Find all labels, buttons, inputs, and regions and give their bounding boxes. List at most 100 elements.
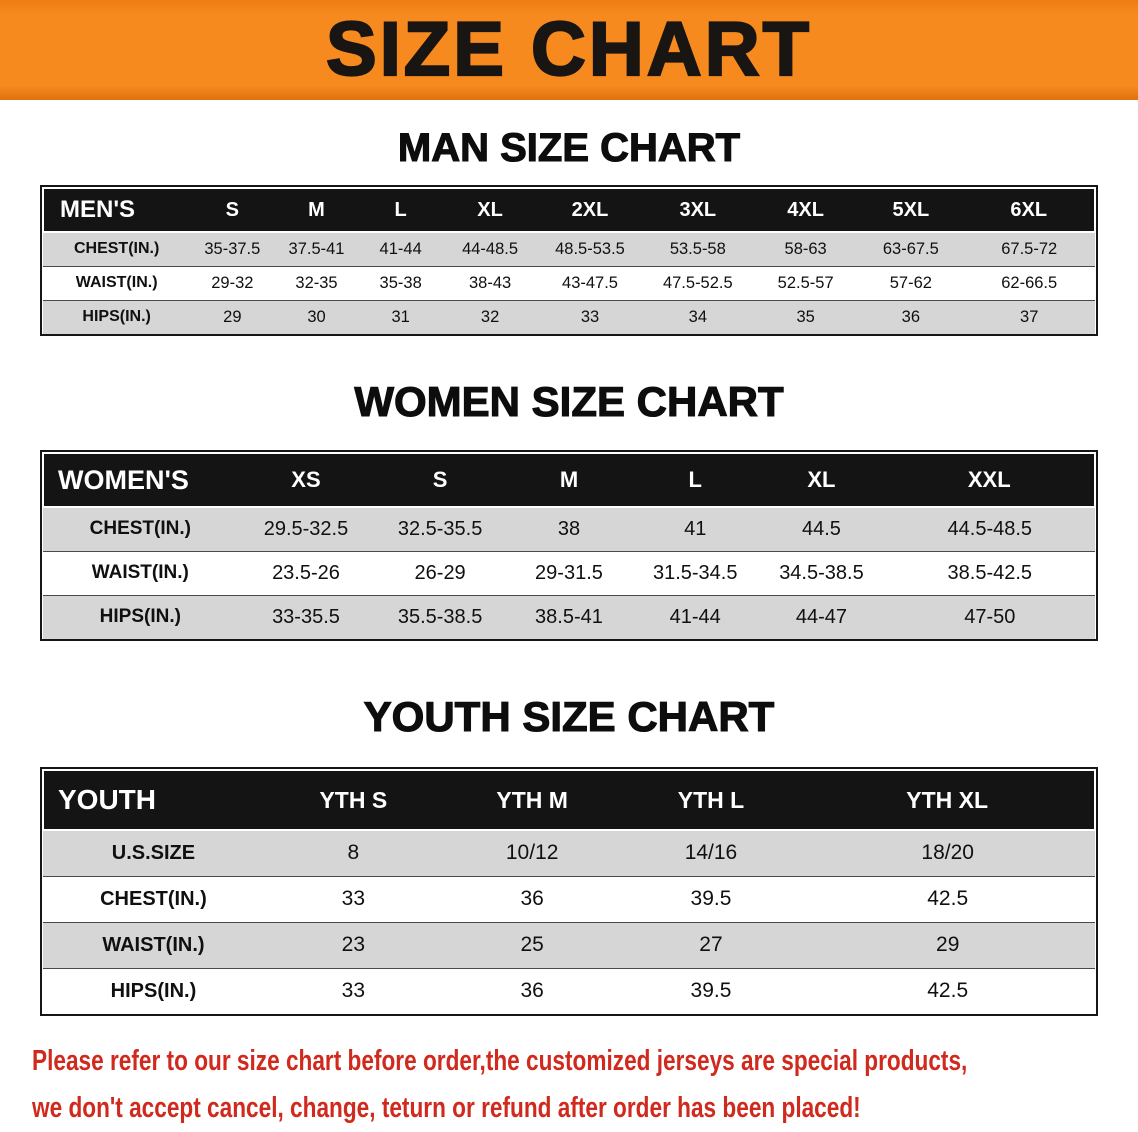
size-value: 29.5-32.5 [263, 517, 349, 540]
size-value: 34 [688, 307, 707, 326]
youth-size-table: YOUTH YTH S YTH M YTH L YTH XL U.S.SIZE 8 10/12… [42, 769, 1096, 1014]
size-value: 43-47.5 [562, 273, 618, 292]
men-row-waist-in: WAIST(IN.) 29-32 32-35 35-38 38-43 43-47.5 47.… [43, 266, 1095, 300]
size-value: 35 [796, 307, 815, 326]
size-value: 52.5-57 [777, 273, 834, 292]
size-value: 31.5-34.5 [652, 561, 738, 584]
size-value: 23 [341, 933, 365, 956]
measurement-label: HIPS(IN.) [99, 606, 181, 628]
measurement-label: CHEST(IN.) [100, 887, 207, 910]
size-value: 34.5-38.5 [779, 561, 864, 584]
size-value: 39.5 [690, 979, 732, 1003]
size-value: 36 [520, 887, 544, 910]
youth-section-heading: YOUTH SIZE CHART [363, 692, 775, 740]
men-size-col-header: 6XL [963, 187, 1096, 233]
measurement-label: CHEST(IN.) [73, 240, 160, 258]
women-header-row: WOMEN'S XS S M L XL XXL [42, 452, 1097, 508]
size-value: 44.5-48.5 [947, 517, 1033, 540]
women-row-chest-in: CHEST(IN.) 29.5-32.5 32.5-35.5 38 41 44.5 44.5… [43, 507, 1095, 551]
size-value: 37.5-41 [288, 239, 345, 258]
youth-size-section: YOUTH SIZE CHART YOUTH YTH S YTH M YTH L YTH… [0, 692, 1138, 1016]
men-row-hips-in: HIPS(IN.) 29 30 31 32 33 34 35 36 37 [43, 300, 1095, 334]
men-section-heading: MAN SIZE CHART [397, 125, 741, 170]
size-value: 41-44 [379, 239, 422, 258]
measurement-label: WAIST(IN.) [75, 274, 158, 291]
measurement-label: CHEST(IN.) [89, 518, 191, 540]
disclaimer-line-2: we don't accept cancel, change, teturn o… [32, 1091, 861, 1124]
size-value: 58-63 [784, 239, 827, 258]
size-value: 33-35.5 [272, 605, 340, 628]
page-title: SIZE CHART [325, 7, 812, 92]
size-value: 41 [684, 517, 707, 540]
measurement-label: WAIST(IN.) [91, 562, 189, 583]
measurement-label: HIPS(IN.) [82, 308, 151, 326]
size-value: 67.5-72 [1001, 239, 1058, 258]
size-value: 38 [557, 517, 581, 540]
size-value: 33 [341, 979, 365, 1003]
size-value: 41-44 [669, 605, 721, 628]
size-value: 57-62 [889, 273, 932, 292]
size-value: 32.5-35.5 [397, 517, 483, 540]
men-table-title: MEN'S [41, 187, 191, 233]
women-size-section: WOMEN SIZE CHART WOMEN'S XS S M L XL XXL CHEST(… [0, 377, 1138, 641]
youth-size-col-header: YTH M [442, 769, 622, 831]
size-value: 29 [223, 307, 242, 326]
women-size-col-header: XS [237, 452, 375, 508]
size-value: 38-43 [468, 273, 512, 292]
men-size-col-header: 2XL [537, 187, 643, 233]
size-value: 37 [1020, 307, 1039, 326]
measurement-label: WAIST(IN.) [102, 933, 205, 956]
women-row-hips-in: HIPS(IN.) 33-35.5 35.5-38.5 38.5-41 41-44 44-… [43, 595, 1095, 639]
size-value: 42.5 [927, 979, 969, 1003]
size-value: 33 [580, 307, 600, 326]
men-size-col-header: S [190, 187, 275, 233]
measurement-label: U.S.SIZE [111, 841, 196, 864]
men-size-section: MAN SIZE CHART MEN'S S M L XL 2XL 3XL 4XL 5XL 6XL… [0, 125, 1138, 336]
size-value: 38.5-42.5 [947, 561, 1033, 584]
size-value: 35-38 [379, 273, 422, 292]
women-size-col-header: M [505, 452, 633, 508]
men-size-col-header: 3XL [642, 187, 754, 233]
size-value: 35-37.5 [204, 239, 261, 258]
youth-header-row: YOUTH YTH S YTH M YTH L YTH XL [42, 769, 1096, 831]
size-value: 10/12 [505, 841, 559, 865]
women-size-col-header: L [632, 452, 759, 508]
disclaimer: Please refer to our size chart before or… [0, 1038, 1138, 1132]
measurement-label: HIPS(IN.) [110, 979, 197, 1002]
size-value: 32-35 [295, 273, 338, 292]
men-table-frame: MEN'S S M L XL 2XL 3XL 4XL 5XL 6XL CHEST(IN.) 35-37… [40, 185, 1098, 336]
women-size-table: WOMEN'S XS S M L XL XXL CHEST(IN.) 29.5-32.5 32.5… [42, 452, 1097, 639]
youth-size-col-header: YTH XL [800, 769, 1096, 831]
size-value: 32 [480, 307, 500, 326]
men-size-col-header: XL [442, 187, 538, 233]
size-value: 33 [341, 887, 365, 910]
men-size-table: MEN'S S M L XL 2XL 3XL 4XL 5XL 6XL CHEST(IN.) 35-37… [41, 187, 1096, 334]
size-value: 30 [307, 307, 326, 326]
youth-size-col-header: YTH L [621, 769, 801, 831]
size-value: 36 [520, 979, 544, 1003]
size-value: 29-31.5 [535, 561, 603, 584]
youth-row-u-s-size: U.S.SIZE 8 10/12 14/16 18/20 [43, 830, 1095, 876]
size-value: 29 [936, 933, 960, 956]
size-value: 26-29 [414, 561, 466, 584]
title-banner: SIZE CHART [0, 0, 1138, 100]
size-value: 14/16 [684, 841, 738, 865]
women-size-col-header: S [374, 452, 506, 508]
women-row-waist-in: WAIST(IN.) 23.5-26 26-29 29-31.5 31.5-34.5 34… [43, 551, 1095, 595]
youth-row-hips-in: HIPS(IN.) 33 36 39.5 42.5 [43, 968, 1095, 1014]
youth-row-waist-in: WAIST(IN.) 23 25 27 29 [43, 922, 1095, 968]
youth-table-title: YOUTH [42, 769, 264, 831]
size-value: 35.5-38.5 [397, 605, 483, 628]
size-value: 44-48.5 [462, 239, 519, 258]
size-value: 8 [347, 841, 360, 865]
size-value: 25 [520, 933, 544, 956]
men-size-col-header: 4XL [753, 187, 859, 233]
size-value: 62-66.5 [1001, 273, 1058, 292]
women-section-heading: WOMEN SIZE CHART [354, 377, 784, 425]
men-size-col-header: L [358, 187, 443, 233]
size-value: 18/20 [921, 841, 974, 865]
women-size-col-header: XL [758, 452, 885, 508]
size-value: 23.5-26 [272, 561, 340, 584]
size-value: 47.5-52.5 [662, 273, 733, 292]
